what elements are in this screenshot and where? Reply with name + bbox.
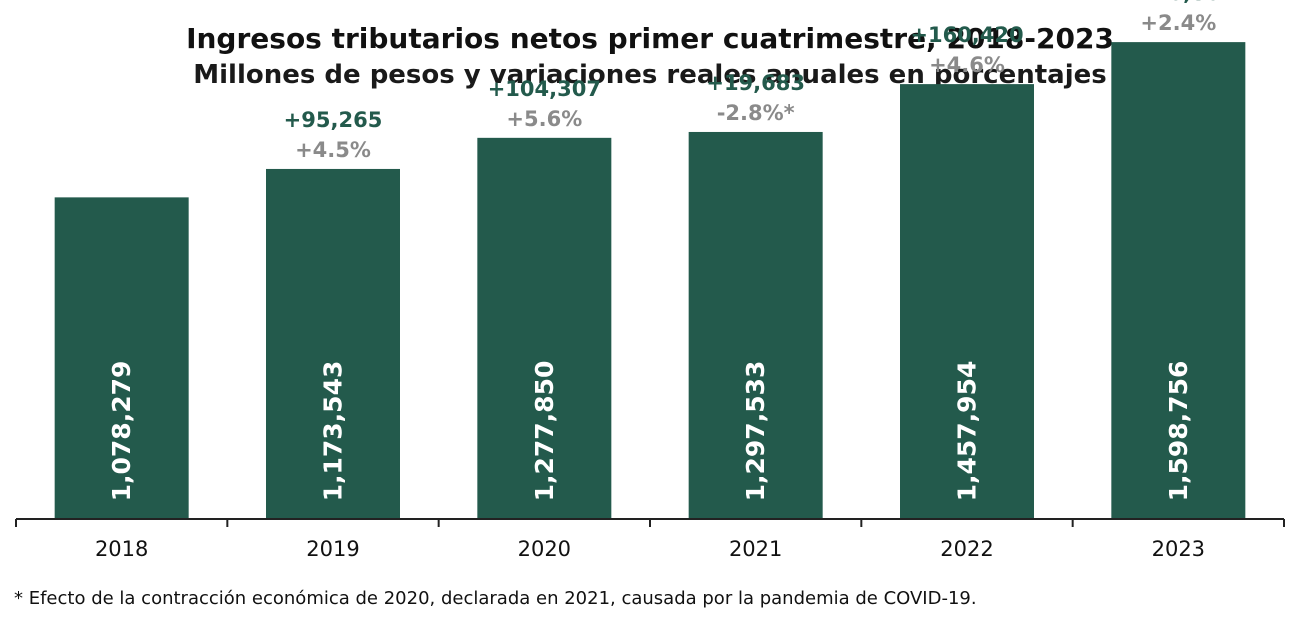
bar-value-label: 1,078,279 (107, 361, 136, 502)
change-label: +19,683 (706, 71, 805, 95)
bar-value-label: 1,173,543 (319, 361, 348, 502)
x-tick-label: 2023 (1152, 537, 1205, 561)
bar-2018 (54, 197, 189, 519)
chart-title: Ingresos tributarios netos primer cuatri… (186, 22, 1114, 55)
bar-2022 (900, 84, 1034, 519)
percent-label: +2.4% (1140, 11, 1216, 35)
change-label: +95,265 (284, 108, 383, 132)
change-label: +104,307 (488, 77, 601, 101)
change-label: +140,802 (1122, 0, 1235, 5)
change-label: +160,420 (910, 23, 1023, 47)
x-tick-label: 2022 (940, 537, 993, 561)
x-tick-label: 2018 (95, 537, 148, 561)
bar-value-label: 1,297,533 (741, 361, 770, 502)
bar-value-label: 1,457,954 (953, 361, 982, 502)
percent-label: +5.6% (506, 107, 582, 131)
bar-value-label: 1,598,756 (1164, 361, 1193, 502)
x-tick-label: 2020 (518, 537, 571, 561)
percent-label: -2.8%* (717, 101, 795, 125)
x-tick-label: 2019 (306, 537, 359, 561)
bar-2020 (477, 137, 612, 519)
percent-label: +4.6% (929, 53, 1005, 77)
footnote: * Efecto de la contracción económica de … (14, 588, 977, 609)
x-tick-label: 2021 (729, 537, 782, 561)
bar-value-label: 1,277,850 (530, 361, 559, 502)
percent-label: +4.5% (295, 138, 371, 162)
bar-2023 (1111, 42, 1246, 520)
bar-2019 (266, 168, 400, 519)
bar-2021 (688, 131, 823, 519)
